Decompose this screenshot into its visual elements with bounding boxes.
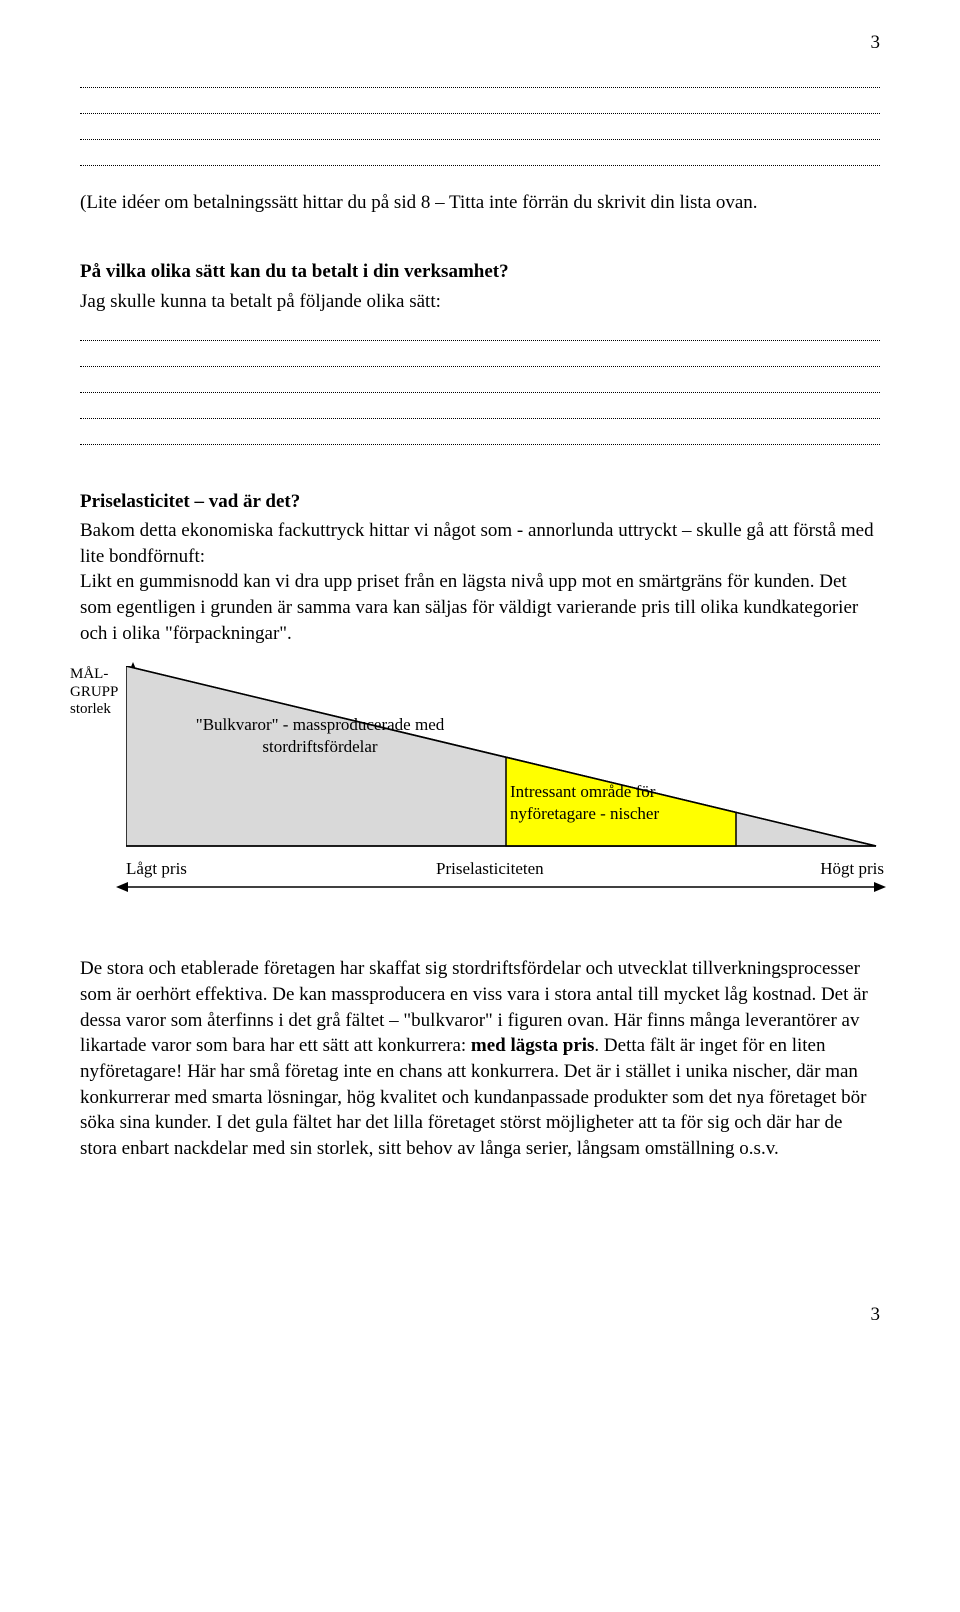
bold-phrase: med lägsta pris <box>471 1035 595 1056</box>
para-priselasticitet: Bakom detta ekonomiska fackuttryck hitta… <box>80 518 880 646</box>
triangle-chart <box>126 666 886 851</box>
x-axis-high: Högt pris <box>820 858 884 881</box>
dotted-line <box>80 116 880 140</box>
para-explanation: De stora och etablerade företagen har sk… <box>80 956 880 1161</box>
dotted-lines-mid <box>80 317 880 445</box>
x-axis-low: Lågt pris <box>126 858 187 881</box>
dotted-line <box>80 317 880 341</box>
x-axis-mid: Priselasticiteten <box>436 858 544 881</box>
hint-text: (Lite idéer om betalningssätt hittar du … <box>80 190 880 216</box>
dotted-line <box>80 369 880 393</box>
dotted-line <box>80 64 880 88</box>
page-number-bottom: 3 <box>80 1302 880 1328</box>
bulk-line-1: "Bulkvaror" - massproducerade med <box>196 715 445 734</box>
question-1: På vilka olika sätt kan du ta betalt i d… <box>80 259 880 285</box>
y-axis-label: MÅL- GRUPP storlek <box>70 666 130 718</box>
y-label-1: MÅL- <box>70 666 108 682</box>
dotted-line <box>80 421 880 445</box>
price-elasticity-diagram: MÅL- GRUPP storlek "Bulkvaror" - masspro… <box>80 666 880 926</box>
bulk-label: "Bulkvaror" - massproducerade med stordr… <box>170 714 470 757</box>
dotted-line <box>80 395 880 419</box>
y-label-3: storlek <box>70 701 111 717</box>
bulk-line-2: stordriftsfördelar <box>262 737 377 756</box>
dotted-line <box>80 142 880 166</box>
page-number-top: 3 <box>80 30 880 56</box>
dotted-lines-top <box>80 64 880 166</box>
x-axis-arrow-icon <box>116 880 886 894</box>
nische-label: Intressant område för nyföretagare - nis… <box>510 781 730 824</box>
heading-priselasticitet: Priselasticitet – vad är det? <box>80 489 880 515</box>
y-label-2: GRUPP <box>70 684 118 700</box>
nische-line-2: nyföretagare - nischer <box>510 804 659 823</box>
dotted-line <box>80 343 880 367</box>
answer-1-lead: Jag skulle kunna ta betalt på följande o… <box>80 289 880 315</box>
dotted-line <box>80 90 880 114</box>
nische-line-1: Intressant område för <box>510 782 655 801</box>
